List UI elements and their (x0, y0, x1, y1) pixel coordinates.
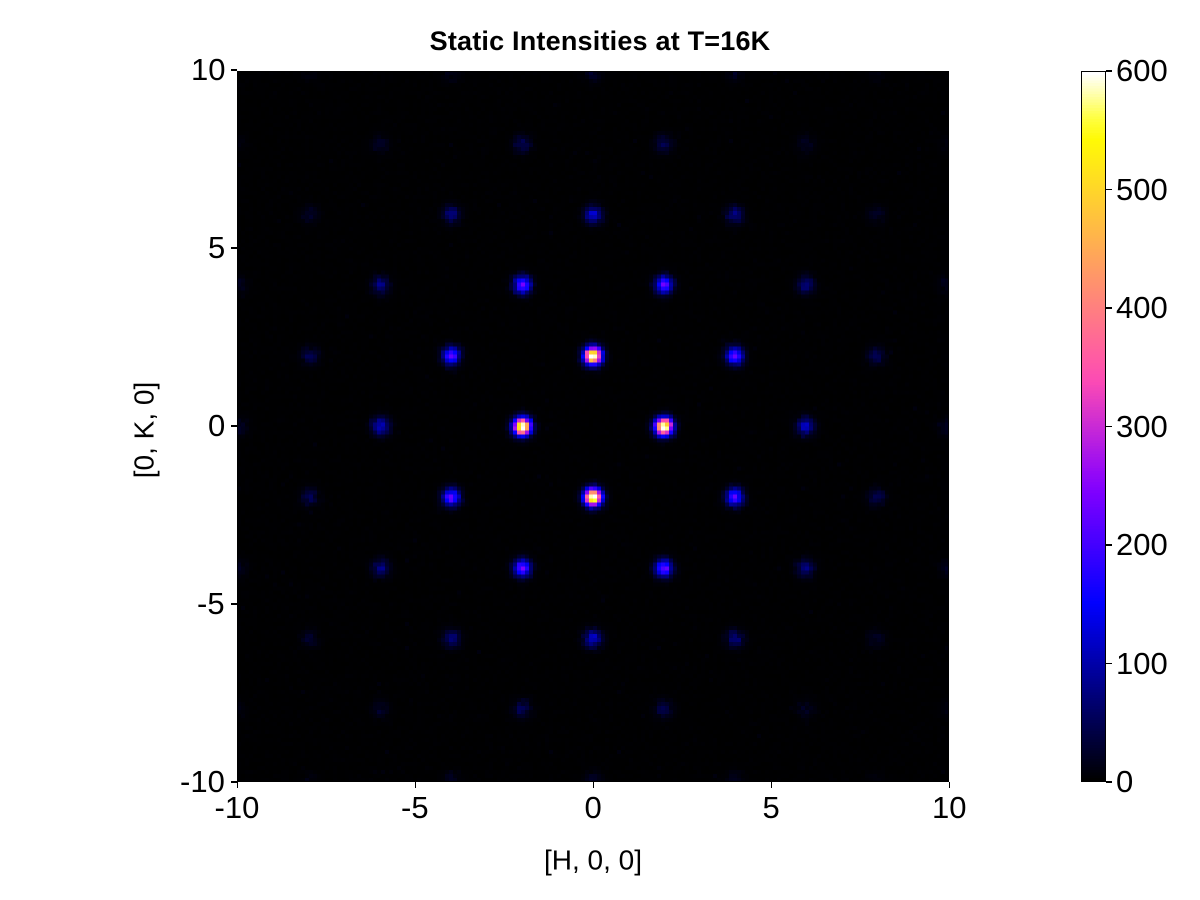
svg-text:[0, K, 0]: [0, K, 0] (129, 382, 160, 479)
svg-text:[H, 0, 0]: [H, 0, 0] (544, 845, 642, 876)
